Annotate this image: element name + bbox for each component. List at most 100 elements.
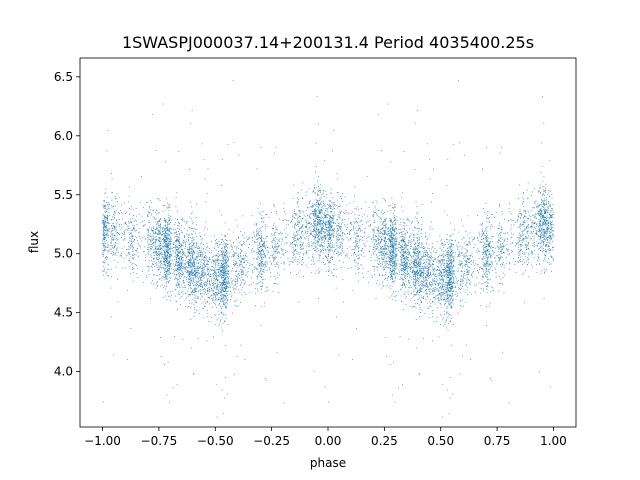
data-point bbox=[217, 259, 218, 261]
data-point bbox=[209, 284, 211, 286]
data-point bbox=[524, 221, 525, 223]
data-point bbox=[158, 212, 160, 213]
data-point bbox=[153, 283, 155, 285]
data-point bbox=[337, 222, 339, 224]
data-point bbox=[337, 192, 339, 193]
data-point bbox=[106, 246, 108, 248]
data-point bbox=[524, 238, 526, 240]
data-point bbox=[393, 207, 395, 208]
data-point bbox=[362, 240, 364, 242]
data-point bbox=[544, 216, 546, 218]
data-point bbox=[310, 206, 312, 208]
data-point bbox=[179, 286, 181, 288]
data-point bbox=[138, 231, 140, 233]
data-point bbox=[356, 222, 358, 223]
data-point bbox=[378, 258, 380, 260]
data-point bbox=[107, 130, 109, 131]
data-point bbox=[407, 241, 409, 243]
data-point bbox=[261, 231, 262, 233]
data-point bbox=[484, 243, 486, 245]
data-point bbox=[451, 240, 453, 241]
data-point bbox=[531, 220, 533, 222]
data-point bbox=[527, 244, 529, 246]
data-point bbox=[225, 290, 227, 292]
data-point bbox=[450, 290, 452, 292]
data-point bbox=[387, 238, 389, 240]
data-point bbox=[239, 275, 241, 276]
data-point bbox=[539, 370, 540, 372]
data-point bbox=[225, 260, 226, 261]
data-point bbox=[152, 230, 154, 232]
data-point bbox=[533, 246, 535, 247]
data-point bbox=[487, 244, 489, 245]
data-point bbox=[143, 251, 145, 253]
data-point bbox=[176, 257, 177, 258]
data-point bbox=[318, 207, 319, 209]
data-point bbox=[173, 247, 174, 248]
data-point bbox=[202, 273, 204, 274]
data-point bbox=[263, 254, 265, 256]
data-point bbox=[154, 263, 156, 264]
data-point bbox=[451, 295, 453, 297]
data-point bbox=[148, 222, 150, 223]
data-point bbox=[449, 295, 451, 297]
data-point bbox=[326, 249, 328, 251]
data-point bbox=[198, 280, 200, 282]
data-point bbox=[112, 239, 114, 241]
data-point bbox=[314, 234, 316, 236]
data-point bbox=[439, 303, 441, 304]
data-point bbox=[329, 238, 331, 240]
data-point bbox=[307, 233, 308, 235]
data-point bbox=[321, 207, 323, 208]
data-point bbox=[469, 283, 471, 285]
data-point bbox=[159, 249, 161, 251]
data-point bbox=[428, 159, 430, 161]
data-point bbox=[430, 292, 432, 293]
data-point bbox=[308, 257, 309, 259]
data-point bbox=[388, 243, 389, 245]
data-point bbox=[209, 295, 211, 297]
data-point bbox=[256, 252, 258, 253]
data-point bbox=[186, 272, 188, 274]
data-point bbox=[209, 291, 210, 292]
data-point bbox=[483, 265, 484, 267]
data-point bbox=[445, 320, 447, 321]
data-point bbox=[329, 222, 331, 224]
data-point bbox=[223, 256, 224, 258]
data-point bbox=[227, 281, 229, 283]
data-point bbox=[322, 210, 324, 212]
data-point bbox=[241, 271, 243, 273]
data-point bbox=[225, 302, 227, 304]
data-point bbox=[111, 192, 113, 194]
data-point bbox=[488, 244, 490, 245]
data-point bbox=[544, 208, 545, 210]
data-point bbox=[389, 251, 391, 253]
data-point bbox=[148, 243, 150, 245]
data-point bbox=[321, 228, 323, 229]
data-point bbox=[524, 212, 526, 214]
data-point bbox=[403, 221, 405, 223]
data-point bbox=[434, 251, 436, 253]
data-point bbox=[189, 252, 190, 254]
data-point bbox=[396, 254, 398, 256]
data-point bbox=[223, 251, 225, 253]
data-point bbox=[537, 235, 539, 237]
data-point bbox=[160, 218, 161, 219]
data-point bbox=[395, 236, 397, 238]
data-point bbox=[421, 301, 422, 303]
data-point bbox=[543, 216, 545, 218]
data-point bbox=[392, 226, 393, 228]
data-point bbox=[404, 269, 405, 271]
data-point bbox=[480, 266, 481, 268]
data-point bbox=[538, 211, 540, 212]
data-point bbox=[418, 272, 419, 274]
data-point bbox=[503, 291, 505, 293]
data-point bbox=[531, 226, 533, 228]
data-point bbox=[235, 270, 237, 272]
data-point bbox=[551, 228, 553, 230]
data-point bbox=[236, 261, 238, 263]
data-point bbox=[266, 247, 268, 248]
data-point bbox=[541, 237, 543, 238]
data-point bbox=[169, 254, 171, 256]
data-point bbox=[423, 277, 424, 278]
